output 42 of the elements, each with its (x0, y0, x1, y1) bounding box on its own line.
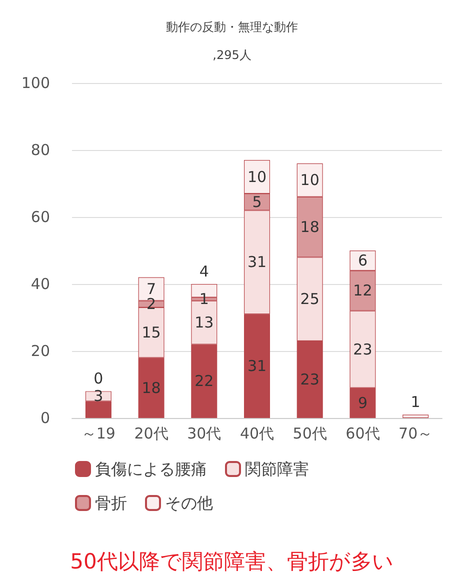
data-label: 25 (300, 290, 320, 308)
data-label: 6 (358, 252, 368, 270)
bar (402, 414, 429, 418)
data-label: 18 (300, 218, 320, 236)
y-tick-label: 60 (30, 208, 50, 226)
x-tick-label: 60代 (346, 424, 380, 442)
data-label: 1 (199, 290, 209, 308)
data-label: 31 (247, 357, 267, 376)
data-label: 1 (410, 393, 420, 412)
x-tick-label: 70～ (398, 424, 433, 442)
legend-label: 負傷による腰痛 (95, 460, 207, 478)
data-label: 31 (247, 253, 267, 272)
data-label: 10 (247, 168, 267, 186)
x-tick-label: 40代 (240, 424, 274, 442)
data-label: 10 (300, 171, 320, 190)
data-label: 9 (358, 394, 368, 412)
x-tick-label: 30代 (187, 424, 222, 442)
legend-label: 骨折 (95, 494, 127, 512)
data-label: 12 (353, 282, 372, 300)
y-tick-label: 100 (21, 74, 50, 92)
data-label: 18 (142, 378, 161, 397)
data-label: 4 (199, 262, 209, 280)
text: 50代以降で関節障害、骨折が多い (70, 550, 394, 574)
y-tick-label: 0 (40, 409, 50, 427)
x-tick-label: 50代 (292, 424, 327, 442)
chart-subtitle: ,295人 (212, 48, 252, 62)
y-tick-label: 80 (30, 141, 50, 159)
y-tick-label: 20 (30, 342, 50, 360)
chart-title: 動作の反動・無理な動作 (166, 20, 298, 34)
y-tick-label: 40 (30, 275, 50, 293)
data-label: 22 (194, 372, 214, 390)
data-label: 23 (300, 370, 320, 388)
x-tick-label: ～19 (81, 424, 116, 442)
data-label: 0 (94, 370, 104, 388)
legend-label: 関節障害 (245, 460, 309, 478)
data-label: 3 (94, 387, 104, 406)
data-label: 13 (194, 314, 214, 332)
legend-label: その他 (165, 494, 213, 512)
data-label: 5 (252, 192, 262, 211)
data-label: 23 (353, 340, 372, 358)
x-tick-label: 20代 (134, 424, 168, 442)
data-label: 15 (142, 324, 161, 342)
